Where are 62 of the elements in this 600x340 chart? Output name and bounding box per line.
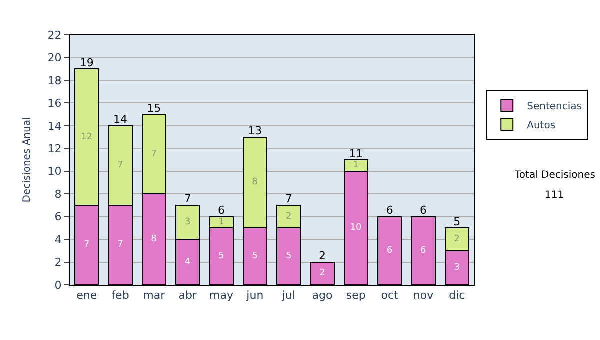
total-label: 7 [184, 192, 192, 206]
y-tick-label: 22 [48, 28, 62, 42]
x-tick-label: jun [246, 289, 264, 302]
x-tick-label: oct [381, 289, 400, 302]
total-label: 13 [248, 124, 262, 138]
data-label: 2 [454, 234, 460, 245]
x-tick-label: sep [346, 289, 366, 302]
total-label: 7 [285, 192, 292, 206]
total-label: 2 [319, 250, 326, 263]
y-tick-label: 16 [48, 97, 62, 110]
data-label: 12 [81, 132, 93, 142]
y-tick-label: 8 [54, 188, 62, 201]
data-label: 1 [353, 160, 360, 171]
total-label: 5 [454, 215, 461, 228]
data-label: 3 [184, 218, 191, 228]
data-label: 2 [286, 212, 292, 222]
data-label: 8 [252, 178, 258, 188]
text: 111 [545, 190, 564, 201]
total-label: 19 [80, 56, 94, 70]
data-label: 5 [218, 252, 224, 262]
data-label: 7 [118, 240, 124, 250]
data-label: 6 [386, 246, 393, 256]
data-label: 4 [184, 257, 191, 268]
y-tick-label: 6 [54, 210, 62, 224]
total-label: 6 [420, 204, 427, 218]
x-tick-label: dic [449, 289, 466, 302]
data-label: 6 [420, 246, 426, 256]
y-tick-label: 0 [54, 278, 62, 292]
legend-label: Sentencias [527, 101, 582, 112]
legend-label: Autos [527, 120, 556, 132]
y-tick-label: 20 [48, 52, 62, 65]
data-label: 3 [454, 262, 460, 273]
text: Total Decisiones [514, 170, 596, 181]
y-tick-label: 10 [48, 165, 62, 178]
x-tick-label: ago [312, 289, 333, 302]
data-label: 2 [320, 268, 326, 279]
y-tick-label: 18 [48, 74, 62, 88]
x-tick-label: mar [143, 289, 166, 302]
total-label: 14 [114, 113, 128, 126]
total-label: 6 [218, 204, 225, 218]
data-label: 7 [151, 149, 158, 160]
y-tick-label: 14 [48, 120, 62, 133]
data-label: 7 [84, 240, 90, 250]
total-label: 15 [147, 102, 162, 115]
x-tick-label: feb [112, 289, 130, 302]
data-label: 10 [350, 223, 362, 234]
data-label: 7 [118, 160, 124, 171]
total-label: 6 [386, 204, 394, 218]
data-label: 8 [151, 234, 158, 245]
data-label: 1 [218, 218, 224, 228]
data-label: 5 [252, 252, 258, 262]
y-tick-label: 12 [48, 142, 62, 156]
total-label: 11 [349, 147, 364, 160]
x-tick-label: jul [281, 289, 296, 302]
x-tick-label: nov [413, 289, 434, 302]
y-tick-label: 2 [54, 256, 62, 270]
y-axis-title: Decisiones Anual [22, 117, 33, 203]
x-tick-label: abr [178, 289, 198, 302]
y-tick-label: 4 [54, 233, 62, 246]
x-tick-label: may [210, 289, 234, 302]
x-tick-label: ene [76, 289, 98, 302]
data-label: 5 [286, 252, 292, 262]
